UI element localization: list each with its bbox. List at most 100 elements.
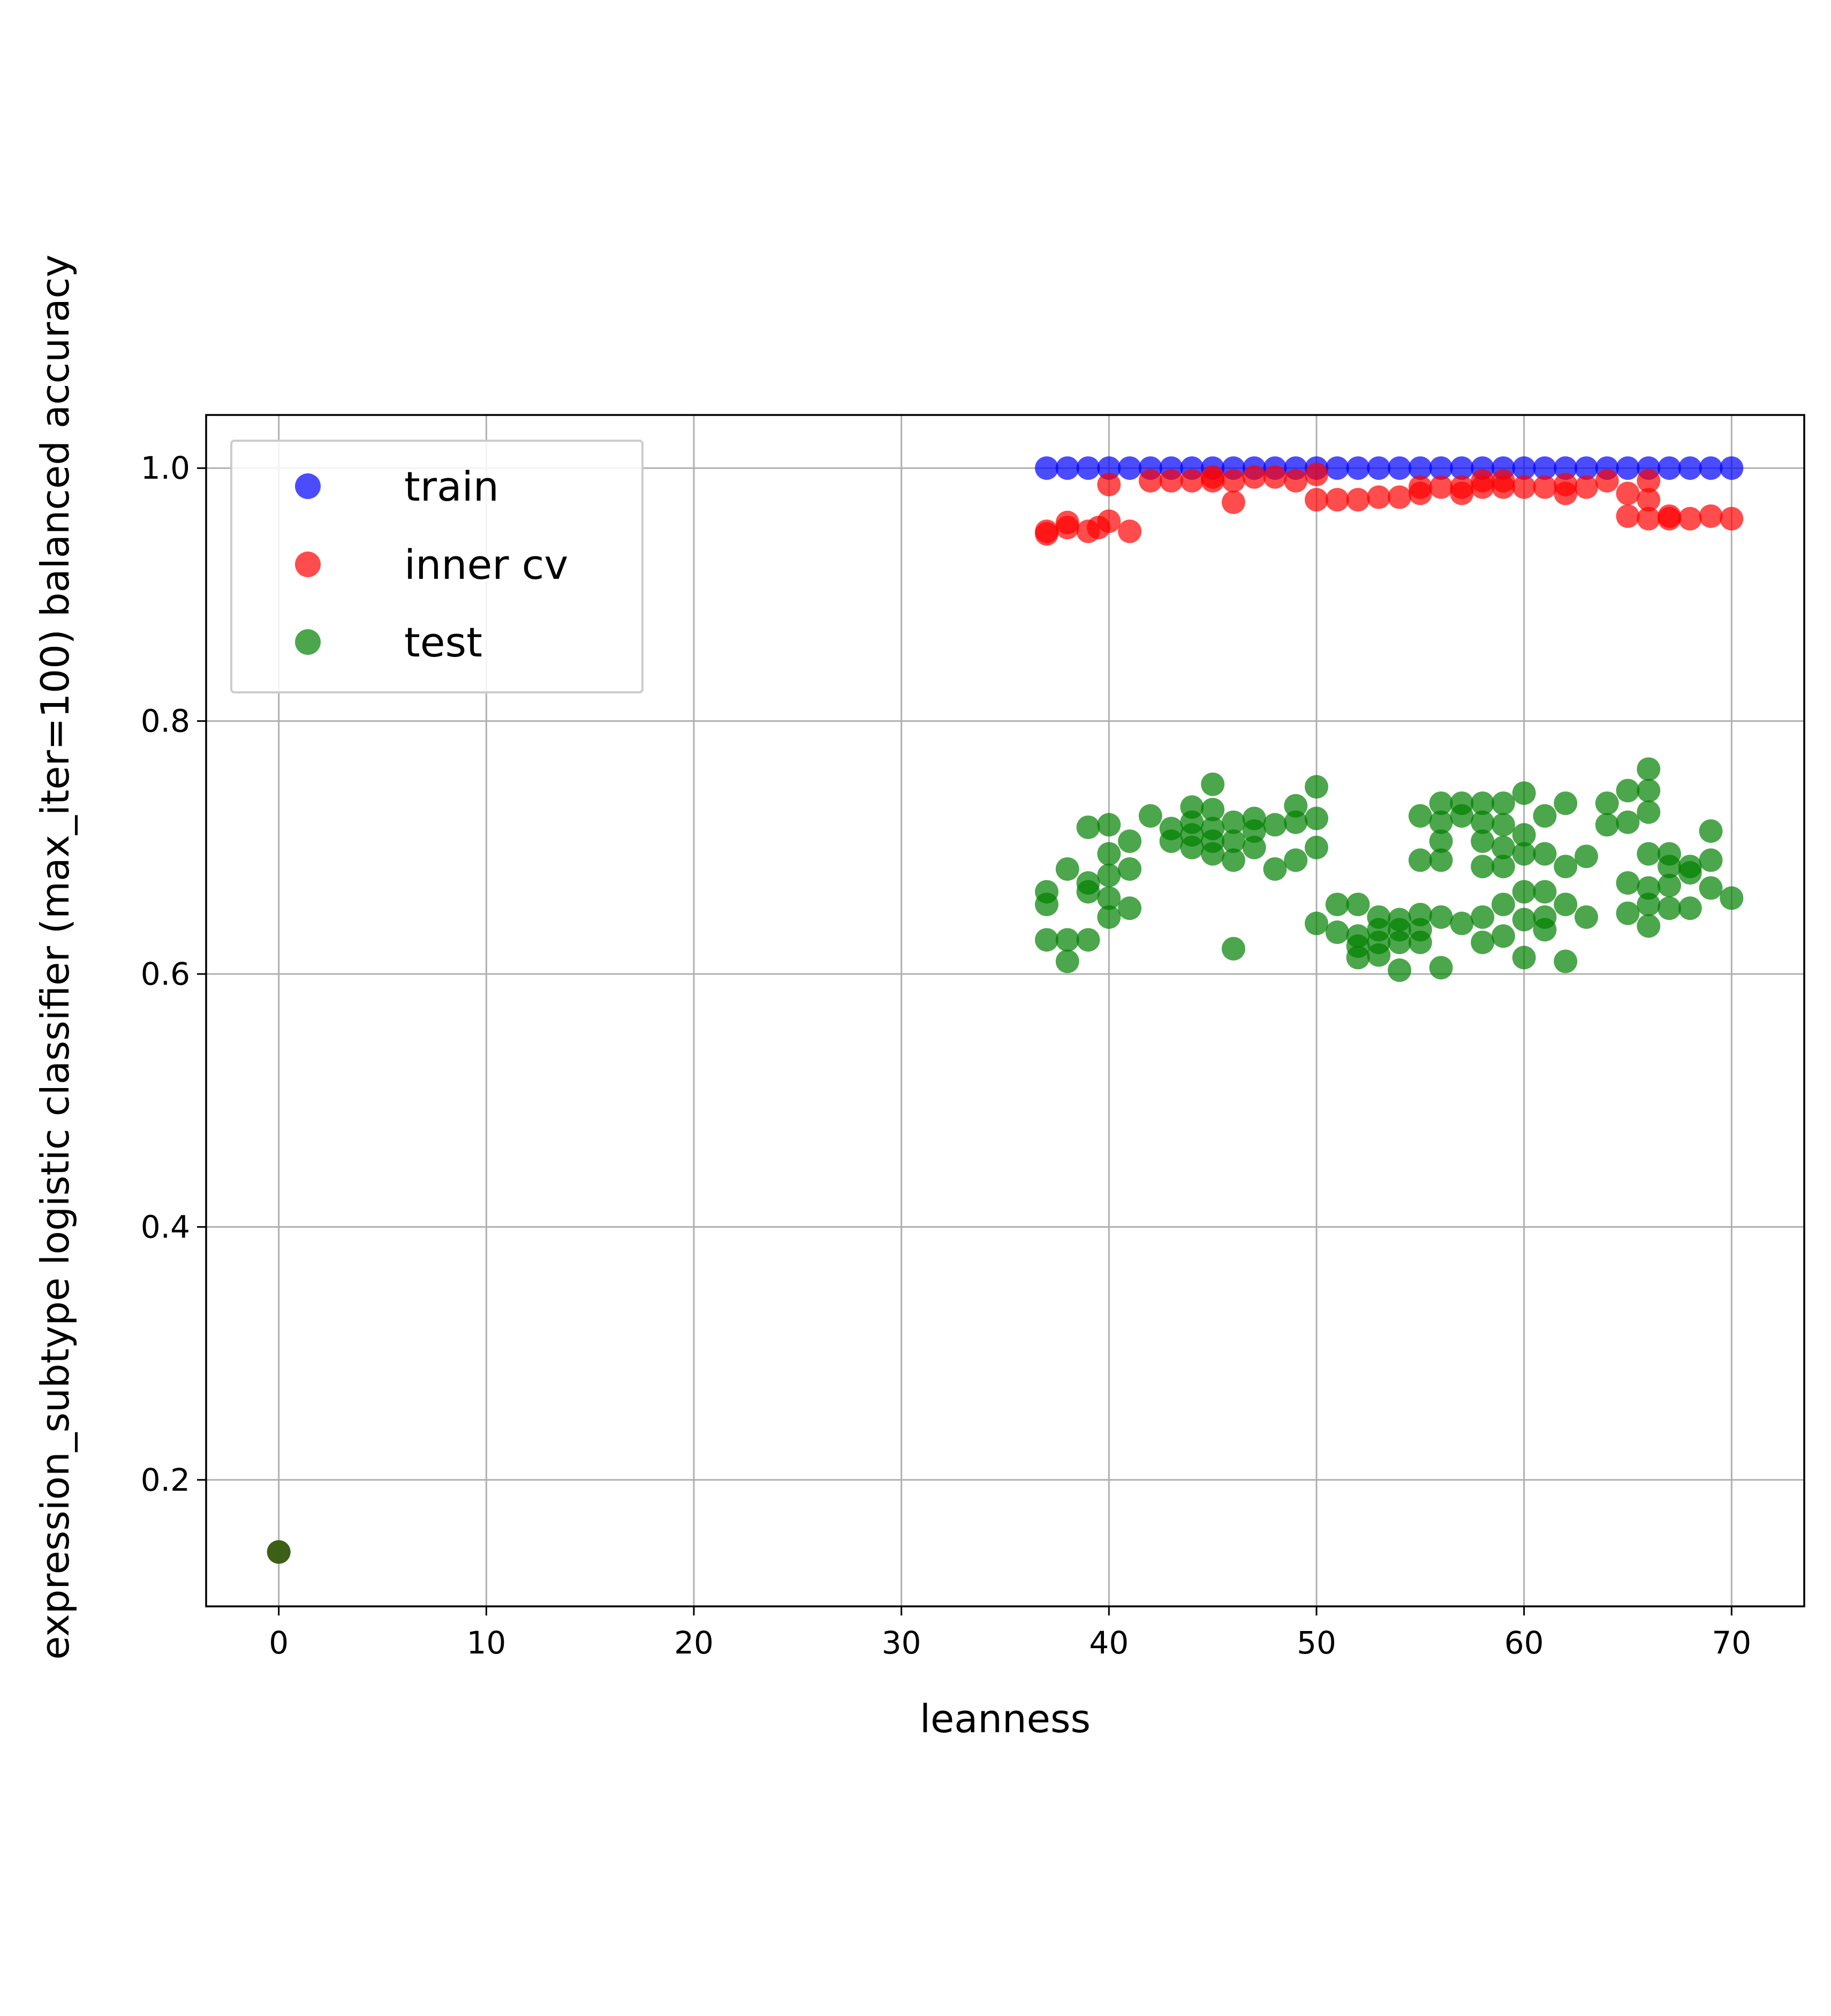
point-test — [1616, 871, 1640, 895]
point-test — [1491, 855, 1515, 879]
point-test — [1595, 791, 1619, 816]
point-test — [1118, 829, 1142, 853]
point-inner-cv — [1512, 475, 1536, 499]
point-test — [1097, 842, 1121, 866]
point-test — [1637, 842, 1661, 866]
point-test — [1221, 810, 1245, 834]
point-test — [1180, 835, 1204, 859]
point-test — [1637, 779, 1661, 803]
legend-marker-train — [295, 473, 321, 499]
point-test — [1263, 813, 1287, 837]
point-test — [1637, 800, 1661, 824]
x-tick-label: 10 — [466, 1625, 506, 1661]
point-test — [1429, 956, 1453, 980]
point-test — [1035, 893, 1059, 917]
point-test — [1491, 924, 1515, 948]
point-test — [1637, 757, 1661, 781]
point-test — [1304, 911, 1328, 935]
point-train — [1429, 456, 1453, 480]
y-axis-label: expression_subtype logistic classifier (… — [33, 254, 78, 1660]
point-test — [1678, 896, 1702, 920]
point-test — [1471, 829, 1495, 853]
point-test — [1637, 876, 1661, 900]
point-inner-cv — [1180, 469, 1204, 493]
point-inner-cv — [1616, 504, 1640, 528]
point-train — [1408, 456, 1432, 480]
point-test — [1097, 813, 1121, 837]
point-test — [1284, 794, 1308, 818]
legend: train inner cv test — [230, 440, 644, 693]
point-inner-cv — [1429, 475, 1453, 499]
point-inner-cv — [1637, 469, 1661, 493]
point-inner-cv — [1595, 469, 1619, 493]
point-test — [1408, 804, 1432, 828]
point-inner-cv — [1284, 469, 1308, 493]
point-test — [1242, 835, 1266, 859]
point-inner-cv — [1159, 469, 1183, 493]
point-test — [1221, 937, 1245, 961]
point-test — [1554, 949, 1578, 973]
point-inner-cv — [1138, 469, 1162, 493]
point-train — [1533, 456, 1557, 480]
point-test — [1263, 857, 1287, 881]
point-inner-cv — [1533, 475, 1557, 499]
point-test — [1201, 842, 1225, 866]
y-tick-label: 0.2 — [141, 1462, 190, 1498]
point-test — [1533, 804, 1557, 828]
point-test — [1429, 791, 1453, 816]
x-tick-label: 30 — [882, 1625, 921, 1661]
point-train — [1055, 456, 1079, 480]
point-train — [1554, 456, 1578, 480]
point-test — [1554, 791, 1578, 816]
point-inner-cv — [1699, 504, 1723, 528]
point-test — [1450, 804, 1474, 828]
points-layer — [267, 456, 1744, 1564]
point-test — [1429, 848, 1453, 872]
point-test — [1699, 819, 1723, 843]
legend-label-test: test — [404, 618, 482, 666]
point-test — [1201, 772, 1225, 796]
point-inner-cv — [1242, 465, 1266, 489]
point-test — [1512, 842, 1536, 866]
plot-frame — [205, 414, 1805, 1607]
point-test — [1429, 829, 1453, 853]
point-inner-cv — [1325, 488, 1349, 512]
point-train — [1325, 456, 1349, 480]
point-test — [1616, 810, 1640, 834]
point-test — [1699, 848, 1723, 872]
point-inner-cv — [1304, 488, 1328, 512]
point-inner-cv — [1304, 463, 1328, 487]
point-inner-cv — [1471, 469, 1495, 493]
point-inner-cv — [1554, 472, 1578, 496]
point-test — [1512, 946, 1536, 970]
point-inner-cv — [1221, 490, 1245, 514]
x-tick-label: 50 — [1297, 1625, 1336, 1661]
point-test — [1325, 920, 1349, 945]
point-test — [1097, 863, 1121, 887]
point-test — [1450, 911, 1474, 935]
point-test — [1616, 779, 1640, 803]
point-test — [1533, 918, 1557, 942]
point-test — [1471, 791, 1495, 816]
point-train — [1118, 456, 1142, 480]
point-test — [1118, 896, 1142, 920]
point-test — [1512, 823, 1536, 847]
point-test — [1035, 928, 1059, 952]
point-inner-cv — [1097, 472, 1121, 496]
point-test — [1076, 816, 1100, 840]
point-test — [1471, 930, 1495, 954]
x-tick-label: 0 — [269, 1625, 289, 1661]
point-train — [1346, 456, 1370, 480]
y-tick-label: 0.8 — [141, 703, 190, 739]
ticks-layer: 0 10 20 30 40 50 60 70 0.2 0.4 0.6 0.8 1.0 — [141, 450, 1751, 1661]
point-train — [1367, 456, 1391, 480]
point-test — [1491, 835, 1515, 859]
point-inner-cv — [1637, 488, 1661, 512]
point-test — [1491, 893, 1515, 917]
point-train — [1450, 456, 1474, 480]
point-test — [1346, 946, 1370, 970]
point-train — [1616, 456, 1640, 480]
point-inner-cv — [1574, 475, 1598, 499]
